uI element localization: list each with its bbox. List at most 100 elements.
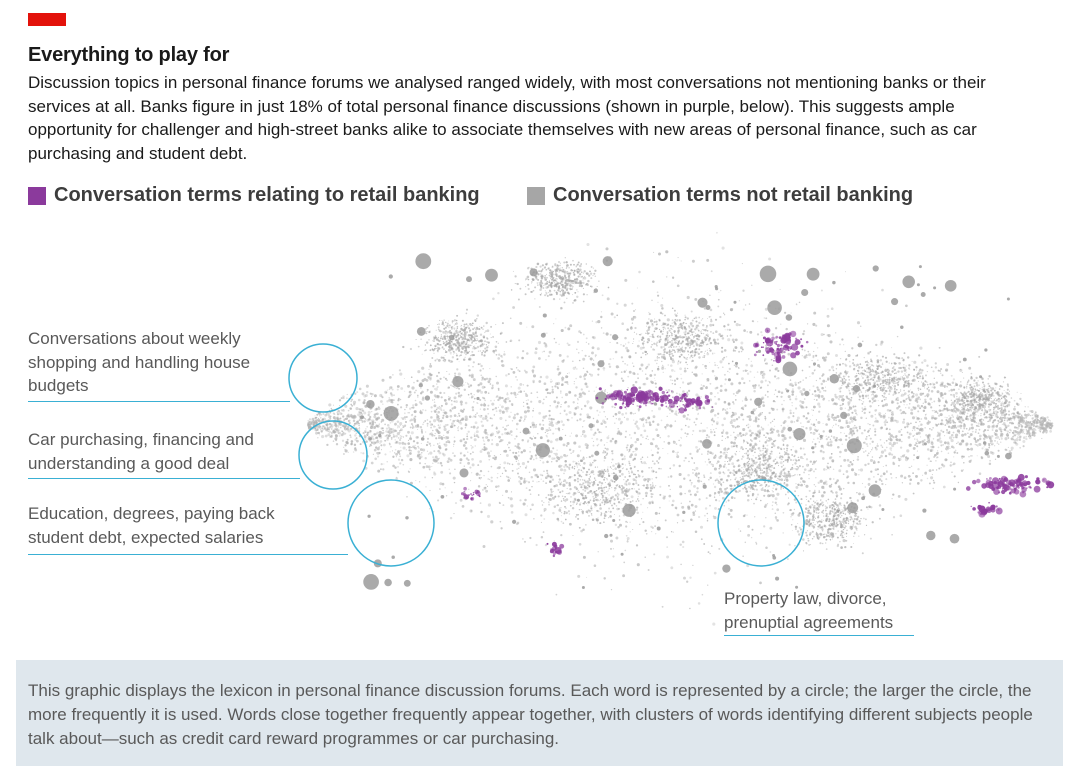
word-dot bbox=[441, 438, 444, 441]
word-dot bbox=[606, 297, 610, 301]
word-dot bbox=[761, 427, 765, 431]
word-dot bbox=[380, 413, 383, 417]
word-dot bbox=[539, 459, 542, 462]
word-dot bbox=[885, 427, 889, 430]
word-dot bbox=[650, 525, 653, 528]
word-dot bbox=[959, 384, 963, 388]
word-dot bbox=[419, 455, 423, 459]
word-dot bbox=[724, 409, 727, 411]
word-dot bbox=[839, 390, 842, 393]
word-dot bbox=[700, 396, 702, 398]
word-dot bbox=[548, 429, 550, 431]
word-dot bbox=[1005, 449, 1008, 451]
word-dot bbox=[424, 409, 427, 412]
word-dot bbox=[771, 508, 774, 511]
word-dot bbox=[623, 370, 626, 373]
word-dot bbox=[467, 458, 470, 462]
word-dot bbox=[364, 418, 367, 420]
word-dot bbox=[645, 532, 648, 535]
word-dot bbox=[432, 456, 435, 459]
word-dot bbox=[883, 420, 887, 424]
word-dot bbox=[895, 420, 899, 424]
word-dot bbox=[1046, 421, 1050, 425]
word-dot bbox=[782, 411, 784, 413]
word-dot bbox=[844, 438, 848, 441]
word-dot bbox=[486, 514, 491, 518]
word-dot bbox=[981, 447, 984, 450]
word-dot bbox=[657, 447, 660, 450]
word-dot bbox=[598, 443, 600, 445]
word-dot bbox=[710, 429, 712, 431]
word-dot bbox=[813, 405, 816, 409]
word-dot bbox=[950, 445, 954, 449]
word-dot bbox=[694, 510, 697, 512]
word-dot bbox=[646, 456, 649, 458]
word-dot bbox=[692, 513, 696, 517]
word-dot bbox=[634, 450, 636, 453]
word-dot bbox=[650, 449, 652, 451]
word-dot bbox=[626, 349, 630, 353]
word-dot bbox=[480, 390, 484, 394]
word-dot bbox=[838, 395, 842, 398]
word-dot bbox=[701, 429, 705, 433]
word-dot bbox=[594, 431, 596, 433]
word-dot bbox=[576, 480, 580, 483]
word-dot bbox=[602, 451, 605, 454]
word-dot bbox=[871, 447, 874, 449]
word-dot bbox=[703, 482, 705, 484]
word-dot bbox=[851, 468, 854, 472]
word-dot bbox=[688, 489, 691, 493]
word-dot bbox=[757, 321, 759, 323]
word-dot bbox=[789, 409, 792, 412]
word-dot bbox=[1010, 429, 1012, 432]
word-dot bbox=[938, 432, 942, 436]
word-dot bbox=[369, 422, 371, 424]
word-dot bbox=[460, 418, 464, 421]
word-dot bbox=[930, 390, 934, 393]
word-dot bbox=[375, 407, 378, 411]
word-dot bbox=[517, 475, 521, 478]
word-dot bbox=[319, 415, 321, 417]
word-dot bbox=[387, 431, 390, 434]
word-dot bbox=[345, 440, 349, 444]
word-dot bbox=[841, 443, 844, 446]
word-dot bbox=[980, 418, 983, 420]
word-dot bbox=[950, 426, 954, 429]
word-dot bbox=[435, 408, 438, 411]
word-dot bbox=[1043, 427, 1047, 431]
word-dot bbox=[576, 419, 579, 422]
word-dot bbox=[628, 450, 631, 452]
word-dot bbox=[863, 429, 866, 432]
word-dot bbox=[983, 428, 987, 432]
word-dot bbox=[742, 469, 745, 471]
word-dot bbox=[346, 397, 348, 399]
word-dot bbox=[532, 435, 534, 437]
word-dot bbox=[546, 332, 548, 334]
word-dot bbox=[742, 427, 746, 432]
word-dot bbox=[437, 431, 441, 435]
word-dot bbox=[460, 427, 463, 430]
word-dot bbox=[397, 403, 399, 406]
word-dot bbox=[335, 443, 339, 446]
word-dot bbox=[835, 354, 838, 357]
word-dot bbox=[325, 427, 327, 429]
word-dot bbox=[603, 577, 606, 580]
word-dot bbox=[874, 428, 877, 431]
word-dot bbox=[795, 485, 799, 489]
word-dot bbox=[589, 357, 593, 361]
word-dot bbox=[831, 459, 835, 463]
word-dot bbox=[614, 412, 618, 416]
word-dot bbox=[882, 466, 884, 467]
word-dot bbox=[933, 386, 936, 389]
word-dot bbox=[748, 358, 750, 360]
word-dot bbox=[1010, 446, 1014, 450]
word-dot bbox=[961, 439, 965, 443]
word-dot bbox=[831, 413, 835, 417]
word-dot bbox=[716, 462, 718, 465]
word-dot bbox=[927, 420, 930, 422]
word-dot bbox=[891, 412, 895, 416]
word-dot bbox=[1027, 413, 1030, 417]
word-dot bbox=[658, 457, 661, 460]
word-dot bbox=[963, 423, 966, 426]
word-dot bbox=[548, 423, 552, 427]
